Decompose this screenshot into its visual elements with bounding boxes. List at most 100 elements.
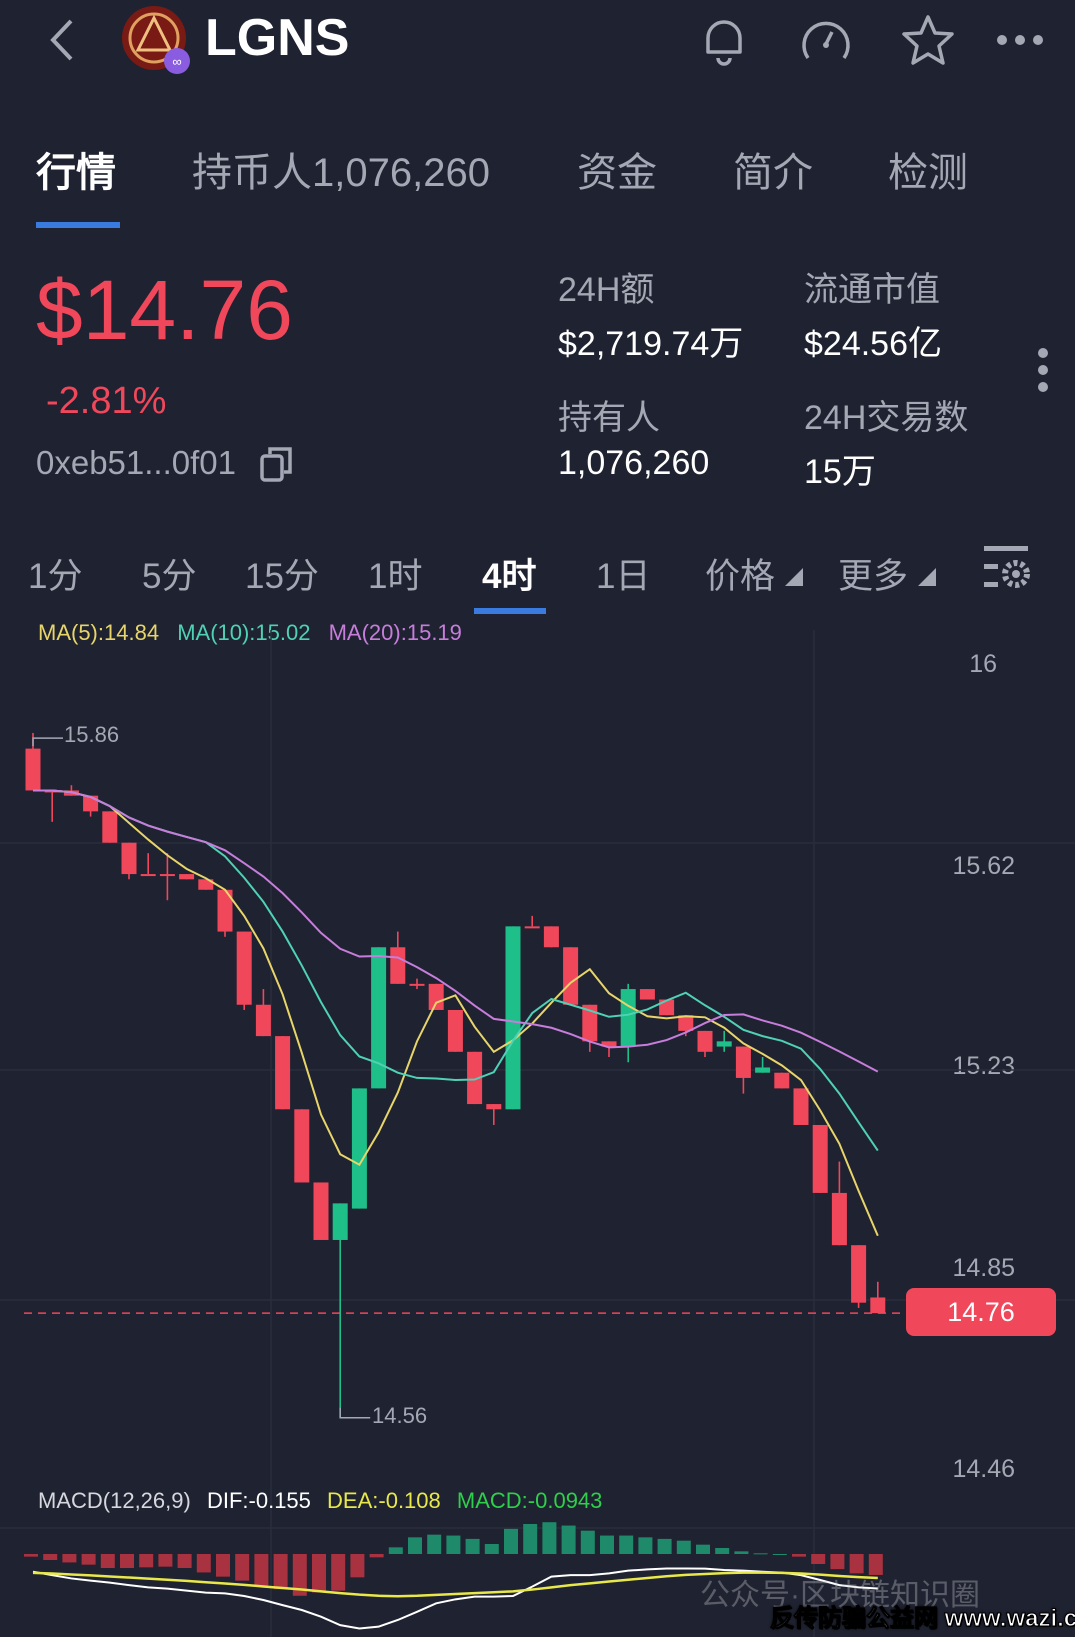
candle-body — [179, 874, 195, 880]
tab-funds[interactable]: 资金 — [577, 151, 657, 195]
macd-bar — [312, 1554, 326, 1593]
more-button[interactable] — [988, 14, 1052, 66]
macd-bar — [273, 1554, 288, 1590]
y-tick: 15.62 — [952, 852, 1015, 880]
candle-body — [121, 842, 137, 875]
star-icon — [902, 15, 954, 65]
tab-market[interactable]: 行情 — [36, 151, 116, 195]
macd-bar — [350, 1554, 365, 1578]
macd-bar — [542, 1522, 557, 1554]
token-symbol: LGNS — [205, 9, 350, 67]
tf-4h[interactable]: 4时 — [482, 557, 537, 596]
alert-button[interactable] — [692, 14, 756, 66]
price-change: -2.81% — [46, 380, 167, 422]
tf-1m[interactable]: 1分 — [28, 557, 83, 596]
stat-label-volume: 24H额 — [558, 271, 655, 309]
high-marker — [32, 737, 63, 747]
macd-bar — [753, 1553, 768, 1555]
more-timeframes-dropdown[interactable]: 更多 — [838, 548, 938, 599]
copy-button[interactable] — [258, 444, 298, 484]
macd-bar — [446, 1535, 461, 1554]
watermark-faint: 公众号·区块链知识圈 — [700, 1579, 980, 1612]
candle-body — [332, 1203, 348, 1240]
macd-bar — [24, 1554, 38, 1557]
macd-bar — [811, 1554, 826, 1564]
gauge-icon — [802, 21, 850, 60]
macd-bar — [638, 1537, 653, 1554]
favorite-button[interactable] — [896, 14, 960, 66]
low-marker — [339, 1407, 371, 1419]
macd-bar — [388, 1547, 403, 1554]
tab-holders[interactable]: 持币人1,076,260 — [192, 151, 490, 195]
stat-value-mcap: $24.56亿 — [804, 325, 942, 363]
macd-bar — [43, 1554, 58, 1560]
ma10-line — [33, 789, 879, 1152]
dropdown-triangle-icon — [785, 568, 804, 586]
macd-bar — [465, 1538, 480, 1554]
candle-body — [294, 1109, 310, 1183]
candle-body — [716, 1041, 732, 1047]
tf-15m[interactable]: 15分 — [245, 557, 319, 596]
macd-bar — [772, 1554, 787, 1555]
candle-body — [25, 748, 41, 791]
stats-more-button[interactable] — [1032, 346, 1054, 396]
candle-body — [543, 926, 559, 948]
candle-body — [678, 1015, 694, 1031]
price-type-dropdown[interactable]: 价格 — [705, 548, 805, 599]
candle-body — [793, 1088, 809, 1125]
candle-body — [447, 1009, 463, 1052]
stat-label-txcount: 24H交易数 — [804, 399, 969, 437]
back-icon — [50, 19, 73, 61]
candle-body — [659, 999, 675, 1016]
dif-legend: DIF:-0.155 — [206, 1488, 311, 1513]
candle-body — [390, 947, 406, 984]
macd-title: MACD(12,26,9) — [38, 1488, 191, 1513]
macd-bar — [62, 1554, 77, 1563]
bell-icon — [706, 20, 742, 66]
macd-bar — [369, 1554, 384, 1558]
stat-label-holders: 持有人 — [558, 399, 660, 437]
high-price-label: 15.86 — [64, 722, 120, 747]
tab-intro[interactable]: 简介 — [733, 151, 813, 195]
macd-bar — [619, 1535, 634, 1554]
chart-settings-button[interactable] — [982, 544, 1034, 592]
back-button[interactable] — [30, 14, 94, 66]
tab-check[interactable]: 检测 — [888, 151, 968, 195]
macd-bar — [196, 1554, 211, 1573]
macd-bar — [734, 1551, 749, 1554]
candle-body — [428, 983, 444, 1010]
macd-bar — [484, 1544, 499, 1554]
ma20-legend: MA(20):15.19 — [328, 620, 462, 645]
macd-bar — [849, 1554, 864, 1574]
tf-1d[interactable]: 1日 — [596, 557, 651, 596]
macd-bar — [580, 1530, 595, 1554]
macd-bar — [158, 1554, 173, 1567]
macd-bar — [177, 1554, 192, 1568]
macd-bar — [81, 1554, 96, 1565]
macd-bar — [600, 1535, 614, 1554]
macd-bar — [139, 1554, 154, 1568]
gauge-button[interactable] — [794, 14, 858, 66]
more-label: 更多 — [838, 557, 909, 596]
candle-body — [467, 1051, 483, 1105]
candle-body — [275, 1036, 291, 1110]
candle-body — [755, 1067, 771, 1073]
y-tick: 14.46 — [952, 1455, 1015, 1483]
timeframe-underline — [474, 608, 546, 614]
tf-5m[interactable]: 5分 — [142, 557, 197, 596]
macd-value-legend: MACD:-0.0943 — [456, 1488, 603, 1513]
tf-1h[interactable]: 1时 — [368, 557, 423, 596]
candle-body — [620, 989, 636, 1047]
macd-bar — [120, 1554, 134, 1568]
more-horizontal-icon — [997, 35, 1043, 45]
price-type-label: 价格 — [705, 557, 776, 596]
macd-bar — [427, 1534, 442, 1554]
ma-legend: MA(5):14.84 MA(10):15.02 MA(20):15.19 — [38, 620, 462, 646]
ma5-legend: MA(5):14.84 — [38, 620, 160, 645]
candle-body — [140, 874, 156, 877]
candle-body — [697, 1030, 713, 1052]
low-price-label: 14.56 — [372, 1403, 428, 1428]
macd-bar — [216, 1554, 230, 1577]
stat-label-mcap: 流通市值 — [804, 271, 940, 309]
